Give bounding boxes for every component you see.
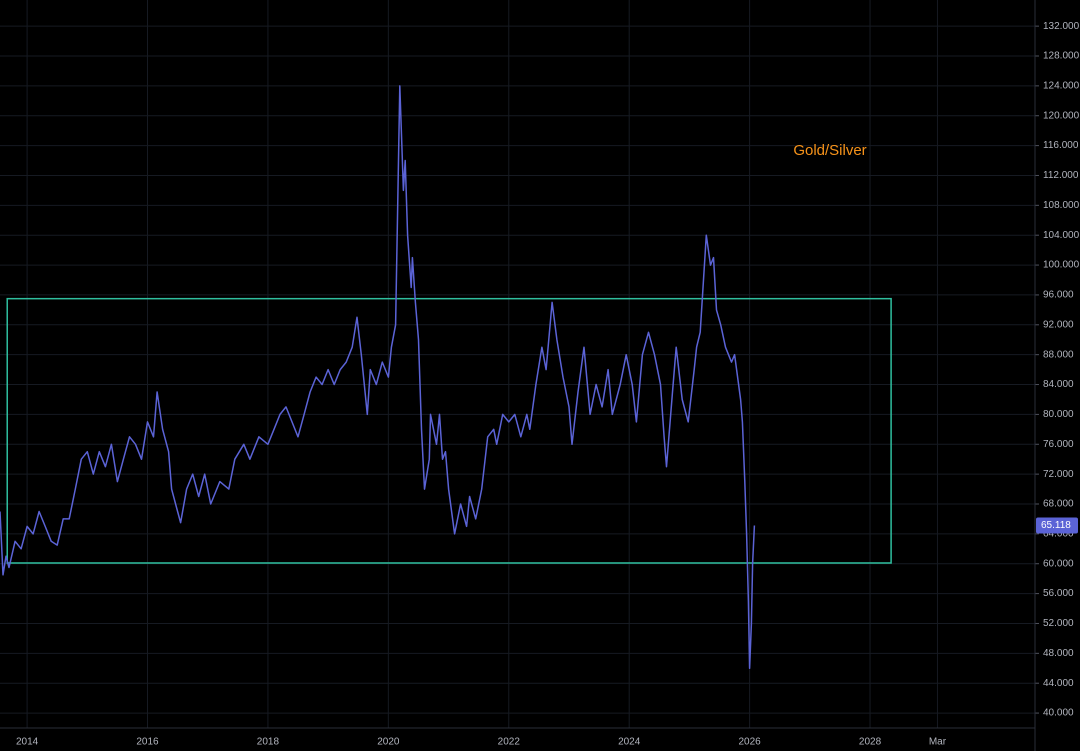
y-tick-label: 124.000 xyxy=(1043,81,1080,92)
y-tick-label: 88.000 xyxy=(1043,349,1074,360)
y-tick-label: 100.000 xyxy=(1043,260,1080,271)
y-tick-label: 44.000 xyxy=(1043,678,1074,689)
y-tick-label: 72.000 xyxy=(1043,469,1074,480)
x-tick-label: Mar xyxy=(929,737,947,748)
y-tick-label: 92.000 xyxy=(1043,319,1074,330)
x-tick-label: 2024 xyxy=(618,737,641,748)
y-tick-label: 128.000 xyxy=(1043,51,1080,62)
y-tick-label: 64.000 xyxy=(1043,529,1074,540)
x-tick-label: 2028 xyxy=(859,737,882,748)
y-tick-label: 80.000 xyxy=(1043,409,1074,420)
y-tick-label: 60.000 xyxy=(1043,558,1074,569)
y-tick-label: 52.000 xyxy=(1043,618,1074,629)
y-tick-label: 104.000 xyxy=(1043,230,1080,241)
annotation: Gold/Silver xyxy=(793,142,866,159)
y-tick-label: 56.000 xyxy=(1043,588,1074,599)
last-price-label: 65.118 xyxy=(1041,520,1071,531)
y-tick-label: 76.000 xyxy=(1043,439,1074,450)
x-tick-label: 2014 xyxy=(16,737,39,748)
y-tick-label: 48.000 xyxy=(1043,648,1074,659)
y-tick-label: 96.000 xyxy=(1043,290,1074,301)
y-tick-label: 108.000 xyxy=(1043,200,1080,211)
price-line xyxy=(0,85,756,670)
x-tick-label: 2026 xyxy=(738,737,761,748)
y-tick-label: 84.000 xyxy=(1043,379,1074,390)
last-price-box xyxy=(1036,517,1078,534)
range-box xyxy=(6,297,892,564)
x-tick-label: 2022 xyxy=(498,737,521,748)
x-tick-label: 2016 xyxy=(136,737,159,748)
y-tick-label: 40.000 xyxy=(1043,708,1074,719)
y-tick-label: 112.000 xyxy=(1043,170,1079,181)
y-tick-label: 132.000 xyxy=(1043,21,1080,32)
y-tick-label: 120.000 xyxy=(1043,110,1080,121)
x-tick-label: 2020 xyxy=(377,737,400,748)
y-tick-label: 116.000 xyxy=(1043,140,1079,151)
x-tick-label: 2018 xyxy=(257,737,280,748)
y-tick-label: 68.000 xyxy=(1043,499,1074,510)
